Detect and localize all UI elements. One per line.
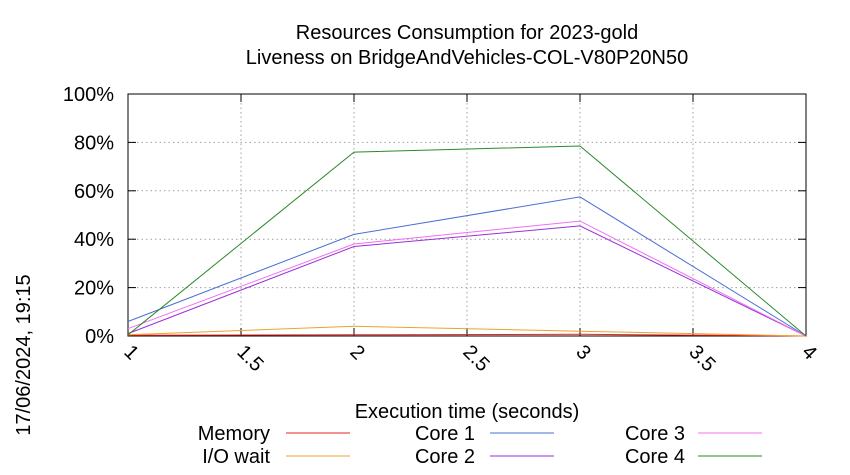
y-tick-label: 0% — [85, 326, 114, 348]
series-line-core-4 — [127, 145, 807, 337]
legend-label-core-1: Core 1 — [415, 423, 475, 445]
gridlines — [128, 94, 806, 336]
x-tick-labels: 1 1.5 2 2.5 3 3.5 4 — [119, 341, 820, 376]
x-tick-label: 1 — [119, 341, 142, 364]
legend-label-core-4: Core 4 — [625, 446, 685, 468]
legend-label-i-o-wait: I/O wait — [202, 446, 270, 468]
x-tick-label: 2 — [345, 341, 368, 364]
y-tick-label: 20% — [74, 278, 114, 300]
x-tick-label: 3 — [571, 341, 594, 364]
y-tick-label: 40% — [74, 229, 114, 251]
legend-label-core-2: Core 2 — [415, 446, 475, 468]
legend-label-memory: Memory — [198, 423, 270, 445]
x-tick-label: 1.5 — [232, 341, 267, 376]
y-tick-label: 100% — [63, 84, 114, 106]
chart-title-line-2: Liveness on BridgeAndVehicles-COL-V80P20… — [246, 47, 689, 69]
series-line-i-o-wait — [127, 325, 807, 337]
y-tick-label: 60% — [74, 181, 114, 203]
series-line-core-1 — [127, 196, 807, 337]
chart-title-line-1: Resources Consumption for 2023-gold — [296, 22, 638, 44]
series-line-core-3 — [127, 220, 807, 337]
series-lines — [127, 145, 807, 337]
y-tick-label: 80% — [74, 132, 114, 154]
timestamp-label: 17/06/2024, 19:15 — [13, 274, 35, 435]
x-tick-label: 3.5 — [684, 341, 719, 376]
x-tick-label: 2.5 — [458, 341, 493, 376]
series-line-memory — [127, 333, 807, 337]
y-tick-labels: 0% 20% 40% 60% 80% 100% — [63, 84, 114, 348]
series-line-core-2 — [127, 225, 807, 337]
plot-frame — [127, 93, 807, 337]
x-axis-label: Execution time (seconds) — [355, 401, 580, 423]
legend-label-core-3: Core 3 — [625, 423, 685, 445]
chart-title: Resources Consumption for 2023-gold Live… — [246, 22, 689, 69]
x-tick-label: 4 — [797, 341, 820, 364]
